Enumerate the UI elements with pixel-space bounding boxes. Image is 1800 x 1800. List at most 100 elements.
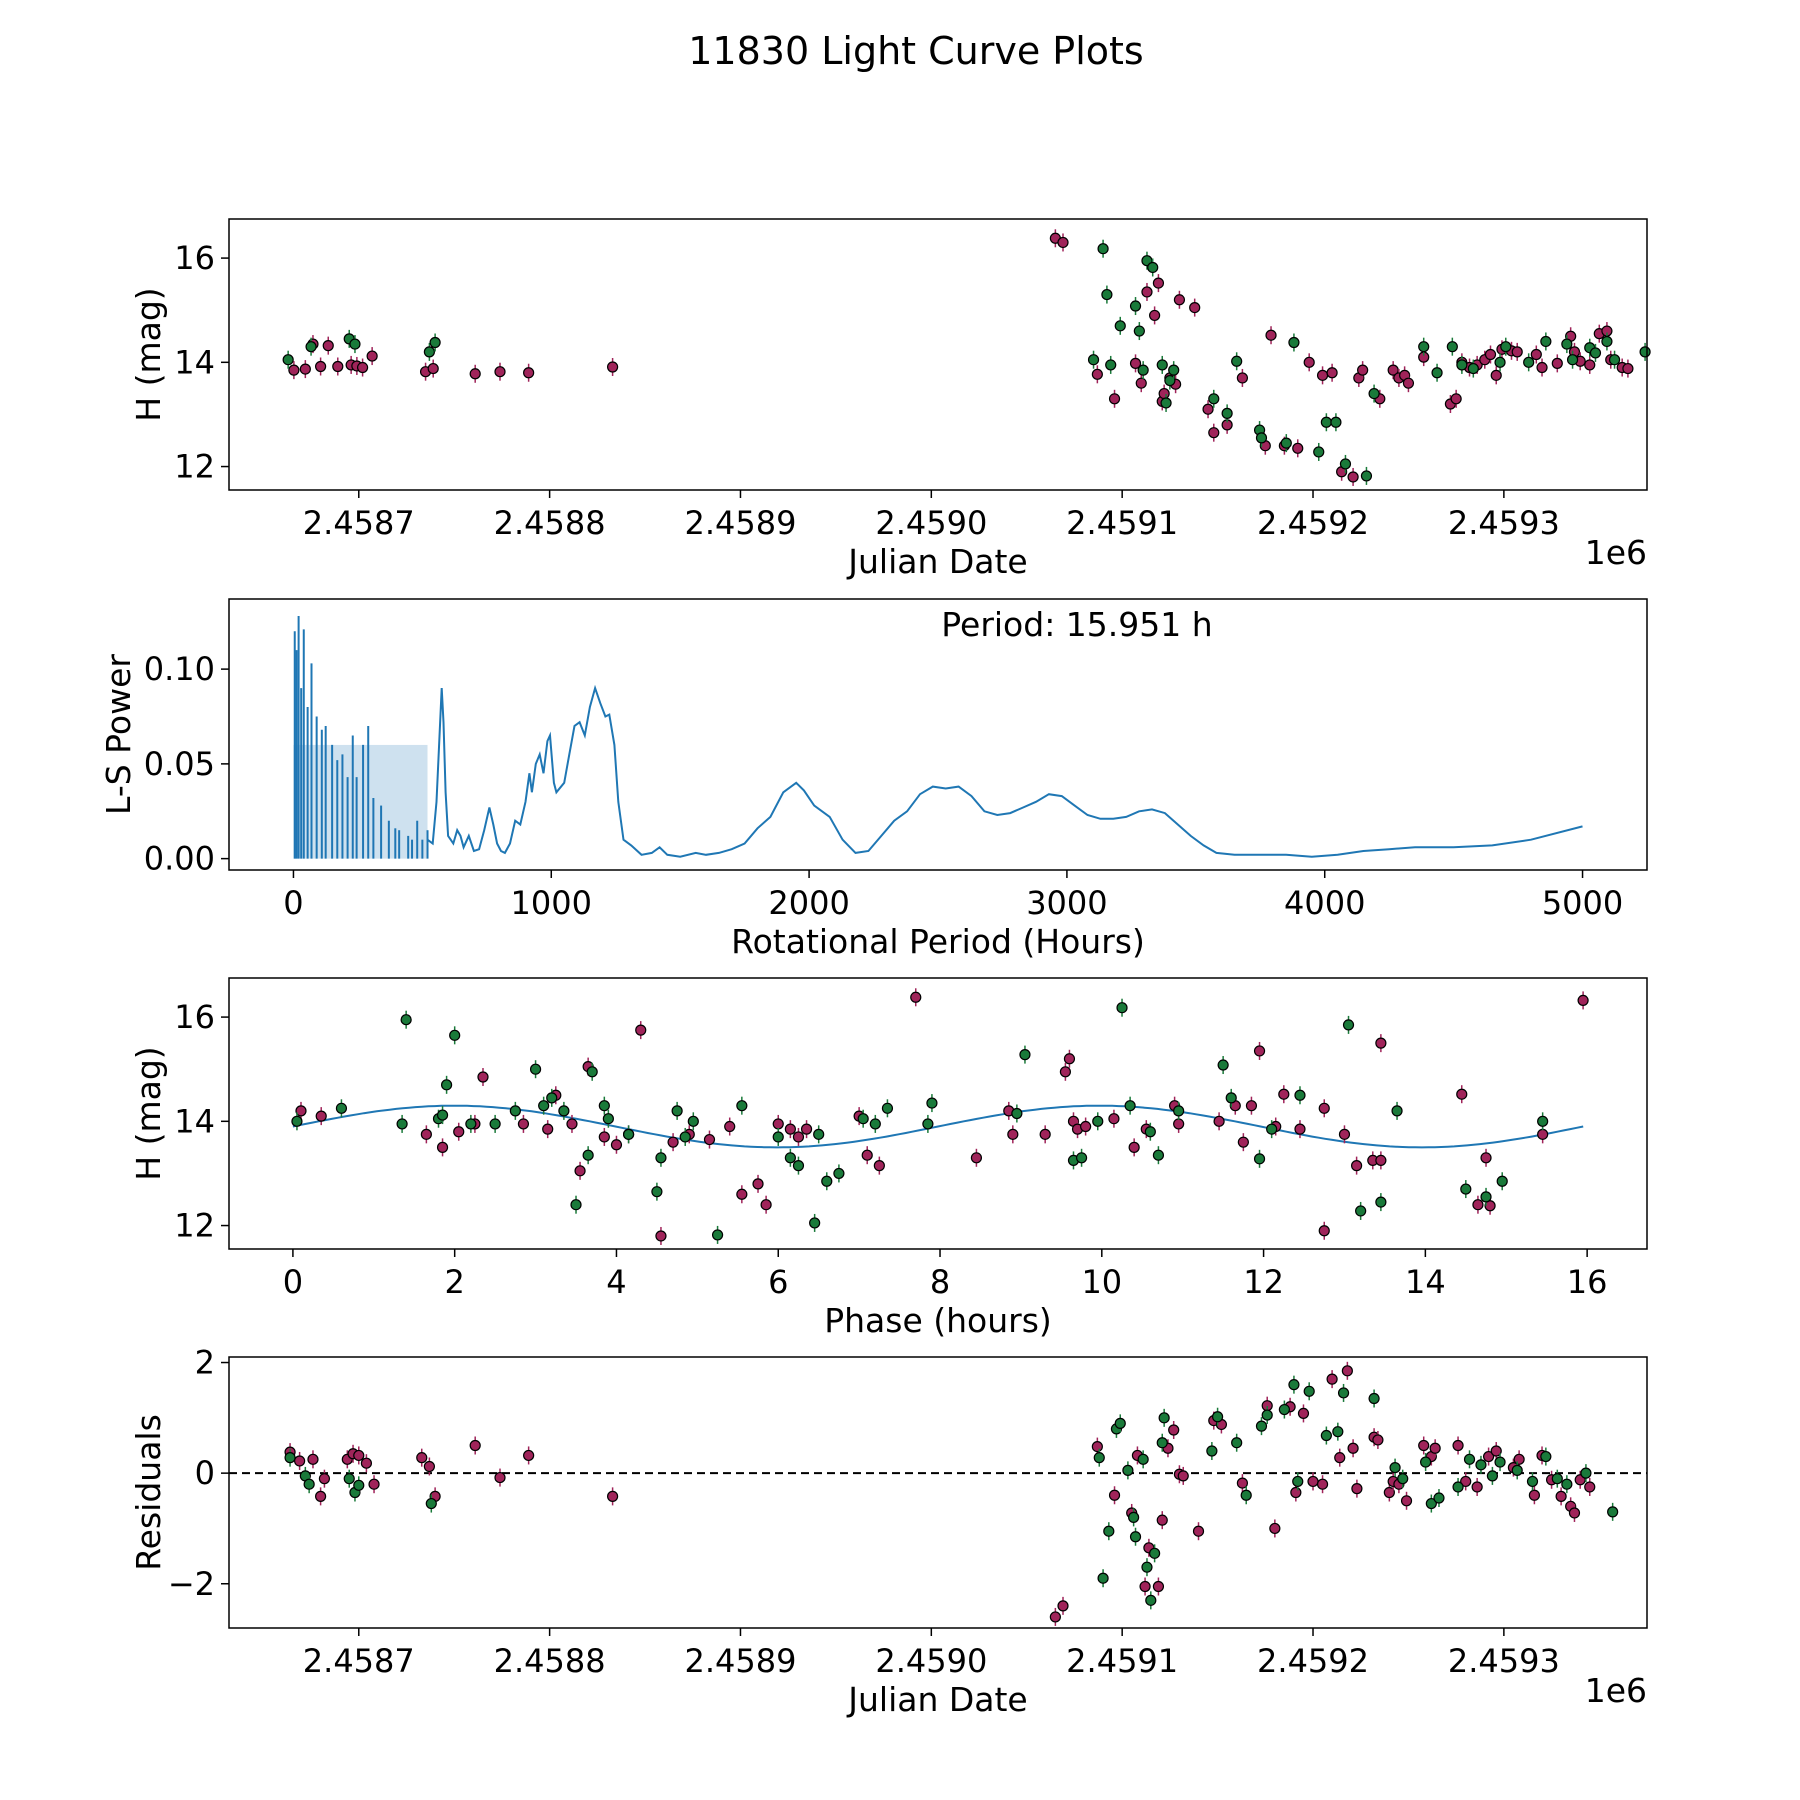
- filter-2-point: [1313, 446, 1325, 458]
- filter-2-point: [1217, 1059, 1229, 1071]
- filter-1-point: [294, 1455, 306, 1467]
- filter-2-point: [1511, 1464, 1523, 1476]
- filter-1-point: [1490, 1445, 1502, 1457]
- y-tick-label: 16: [174, 998, 215, 1036]
- periodogram-dense-band: [293, 744, 428, 859]
- filter-1-point: [315, 1110, 327, 1122]
- filter-1-point: [1450, 393, 1462, 405]
- filter-1-point: [1202, 403, 1214, 415]
- filter-2-point: [1147, 261, 1159, 274]
- y-tick-label: 0.00: [144, 840, 215, 878]
- filter-2-point: [396, 1118, 408, 1130]
- panel-3-y-axis-label: H (mag): [129, 1046, 168, 1180]
- filter-2-point: [582, 1149, 594, 1161]
- filter-1-point: [368, 1478, 380, 1490]
- filter-2-point: [833, 1167, 845, 1180]
- filter-2-point: [570, 1199, 582, 1211]
- filter-2-point: [1475, 1459, 1487, 1471]
- filter-1-point: [1080, 1120, 1092, 1133]
- filter-1-point: [1294, 1123, 1306, 1135]
- x-tick-label: 2.4592: [1257, 1642, 1369, 1680]
- filter-1-point: [1156, 1514, 1168, 1526]
- filter-1-point: [861, 1149, 873, 1161]
- filter-2-point: [1294, 1089, 1306, 1101]
- filter-2-point: [423, 346, 435, 358]
- filter-1-point: [1429, 1442, 1441, 1454]
- filter-1-point: [1108, 1489, 1121, 1501]
- filter-2-point: [1566, 354, 1579, 366]
- filter-1-point: [523, 1449, 535, 1462]
- filter-1-point: [1375, 1037, 1387, 1049]
- filter-2-point: [436, 1109, 449, 1121]
- filter-1-point: [1530, 348, 1542, 361]
- filter-2-point: [353, 1479, 365, 1491]
- panel-3-y-ticks: 12 14 16: [174, 998, 229, 1245]
- filter-2-point: [1087, 354, 1100, 366]
- filter-2-point: [1156, 1437, 1168, 1449]
- filter-1-point: [356, 361, 369, 374]
- filter-1-point: [469, 368, 481, 380]
- filter-1-point: [1192, 1525, 1205, 1537]
- filter-1-point: [1049, 1611, 1061, 1623]
- filter-2-point: [1494, 1456, 1506, 1468]
- filter-1-point: [598, 1131, 610, 1143]
- filter-1-point: [607, 361, 619, 373]
- filter-1-point: [1568, 1507, 1581, 1519]
- filter-2-point: [1129, 1531, 1142, 1543]
- filter-2-point: [1149, 1547, 1161, 1559]
- filter-1-point: [1351, 1483, 1363, 1495]
- filter-1-point: [736, 1188, 748, 1200]
- filter-2-point: [1288, 336, 1300, 349]
- panel-1-x-axis-label: Julian Date: [846, 542, 1028, 581]
- filter-2-point: [400, 1014, 412, 1026]
- filter-1-point: [1577, 994, 1589, 1007]
- filter-2-point: [1639, 346, 1651, 358]
- panel-2-y-axis-label: L-S Power: [99, 654, 138, 815]
- filter-1-point: [1173, 294, 1186, 306]
- filter-2-point: [857, 1113, 869, 1125]
- filter-1-point: [1555, 1490, 1567, 1502]
- filter-1-point: [517, 1118, 530, 1130]
- filter-1-point: [322, 340, 334, 352]
- filter-2-point: [1463, 1453, 1476, 1465]
- panel-4-x-axis-label: Julian Date: [846, 1680, 1028, 1719]
- filter-1-point: [1372, 1434, 1384, 1446]
- filter-1-point: [607, 1490, 619, 1502]
- filter-1-point: [1091, 368, 1103, 380]
- filter-1-point: [1418, 1439, 1430, 1452]
- filter-1-point: [1528, 1489, 1540, 1501]
- filter-1-point: [299, 363, 311, 375]
- filter-2-point: [343, 1473, 355, 1485]
- filter-1-point: [1326, 367, 1338, 379]
- x-tick-label: 2.4588: [494, 1642, 606, 1680]
- filter-2-point: [303, 1478, 315, 1490]
- filter-2-point: [1164, 374, 1176, 387]
- filter-1-point: [1383, 1486, 1395, 1499]
- panel-2-x-ticks: 0 1000 2000 3000 4000 5000: [283, 870, 1623, 922]
- y-tick-label: 16: [174, 239, 215, 277]
- filter-2-point: [1105, 359, 1117, 371]
- filter-1-point: [1208, 427, 1220, 439]
- filter-1-point: [1265, 329, 1277, 341]
- panel-2-plot-area: [293, 616, 1583, 859]
- filter-1-point: [1551, 357, 1563, 369]
- filter-2-point: [1494, 356, 1506, 368]
- filter-2-point: [449, 1029, 461, 1041]
- filter-1-point: [332, 360, 344, 373]
- filter-2-point: [529, 1063, 542, 1075]
- filter-2-point: [1391, 1105, 1403, 1117]
- filter-2-point: [1231, 1437, 1243, 1449]
- filter-2-point: [1221, 407, 1233, 419]
- filter-2-point: [1446, 341, 1458, 353]
- filter-2-point: [1456, 359, 1468, 371]
- filter-2-point: [1128, 1511, 1140, 1523]
- filter-2-point: [1608, 354, 1621, 366]
- filter-2-point: [284, 1452, 296, 1464]
- filter-2-point: [1500, 341, 1512, 353]
- panel-4-x-offset-label: 1e6: [1585, 1671, 1647, 1710]
- filter-1-point: [1471, 1481, 1483, 1493]
- filter-2-point: [1418, 341, 1430, 353]
- x-tick-label: 0: [283, 884, 303, 922]
- filter-2-point: [869, 1118, 881, 1130]
- x-tick-label: 2.4590: [875, 504, 987, 542]
